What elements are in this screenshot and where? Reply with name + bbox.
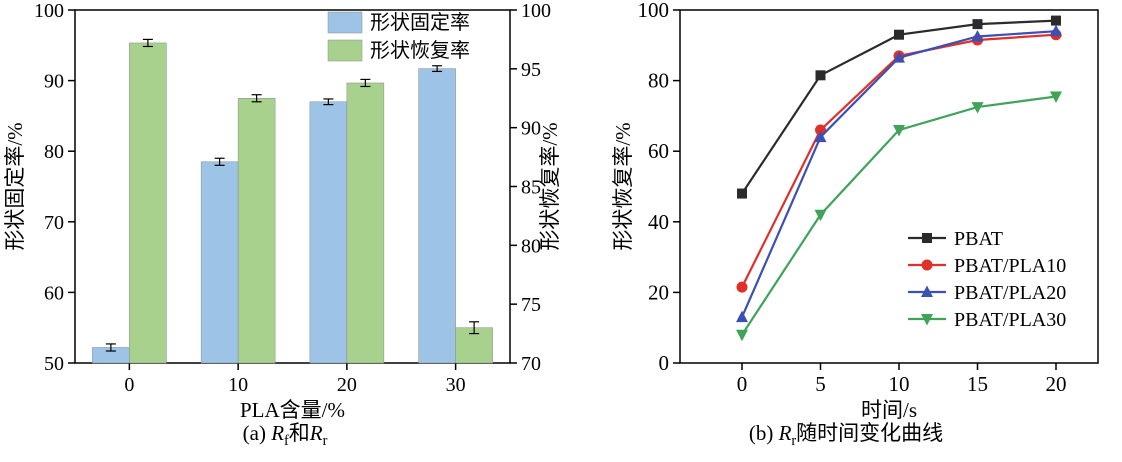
panel-a: 50 60 70 80 90 100 70 75 80 85 90 95 100 0 10 20 30 PLA含量… xyxy=(3,0,562,454)
legend-swatch-形状固定率 xyxy=(327,11,363,34)
caption-a-sub1: f xyxy=(284,433,289,450)
y-left-tick-label: 100 xyxy=(34,0,64,22)
y-tick-label: 20 xyxy=(648,280,669,304)
caption-a-var2: R xyxy=(309,421,323,445)
line-chart-recovery-vs-time: 0 20 40 60 80 100 0 5 10 15 20 时间/s 形状恢复率/% PBAT PBAT/… xyxy=(611,0,1099,420)
caption-b-var1: R xyxy=(778,421,792,445)
legend-label: PBAT xyxy=(954,228,1003,250)
y-right-tick-label: 75 xyxy=(521,294,541,316)
legend-label: PBAT/PLA20 xyxy=(954,282,1066,304)
caption-b-suffix: 随时间变化曲线 xyxy=(796,421,944,445)
legend-marker-PBAT/PLA10 xyxy=(921,259,933,271)
bar-形状恢复率-10 xyxy=(237,98,276,364)
caption-a-var1: R xyxy=(271,421,285,445)
legend-label: PBAT/PLA10 xyxy=(954,255,1066,277)
y-axis-label-b: 形状恢复率/% xyxy=(611,122,635,250)
legend-marker-PBAT xyxy=(922,233,932,243)
x-tick-label: 0 xyxy=(737,372,748,396)
y-axis-label-left: 形状固定率/% xyxy=(3,122,27,250)
caption-a: (a) Rf和Rr xyxy=(243,420,328,454)
series-marker-PBAT/PLA20 xyxy=(971,29,984,42)
x-tick-label: 30 xyxy=(446,374,466,396)
x-tick-label: 5 xyxy=(815,372,826,396)
series-marker-PBAT/PLA20 xyxy=(1050,24,1062,37)
y-right-tick-label: 90 xyxy=(521,118,541,140)
x-tick-label: 15 xyxy=(967,372,988,396)
series-marker-PBAT/PLA20 xyxy=(814,130,827,143)
series-marker-PBAT xyxy=(737,188,747,199)
caption-a-sub2: r xyxy=(322,433,328,450)
x-axis-label-b: 时间/s xyxy=(861,398,917,420)
y-tick-label: 100 xyxy=(638,0,670,22)
legend-label: 形状恢复率 xyxy=(370,39,470,62)
series-marker-PBAT/PLA30 xyxy=(736,329,748,342)
legend-marker-PBAT/PLA20 xyxy=(921,285,933,297)
y-tick-label: 0 xyxy=(659,351,670,375)
y-right-tick-label: 95 xyxy=(521,59,541,81)
y-left-tick-label: 50 xyxy=(44,353,64,375)
caption-a-joiner: 和 xyxy=(288,421,310,445)
panel-b: 0 20 40 60 80 100 0 5 10 15 20 时间/s 形状恢复率/% PBAT PBAT/… xyxy=(570,0,1122,462)
y-left-tick-label: 80 xyxy=(44,141,64,163)
bar-chart-rf-rr: 50 60 70 80 90 100 70 75 80 85 90 95 100 0 10 20 30 PLA含量… xyxy=(3,0,562,420)
x-tick-label: 20 xyxy=(337,374,357,396)
series-marker-PBAT/PLA30 xyxy=(971,102,984,114)
caption-a-prefix: (a) xyxy=(242,421,272,445)
y-tick-label: 60 xyxy=(648,139,669,163)
bar-形状固定率-30 xyxy=(418,68,456,364)
x-tick-label: 10 xyxy=(889,372,910,396)
series-marker-PBAT xyxy=(894,29,904,40)
y-right-tick-label: 100 xyxy=(521,0,551,22)
bar-形状恢复率-20 xyxy=(346,82,385,364)
legend-swatch-形状恢复率 xyxy=(327,39,363,62)
series-marker-PBAT xyxy=(815,70,826,81)
caption-b-sub1: r xyxy=(791,433,797,450)
bar-形状固定率-20 xyxy=(309,101,348,364)
bar-形状固定率-10 xyxy=(200,161,239,364)
series-marker-PBAT/PLA30 xyxy=(814,209,827,222)
y-tick-label: 80 xyxy=(648,69,669,93)
y-tick-label: 40 xyxy=(648,210,669,234)
bar-形状恢复率-0 xyxy=(129,42,167,364)
plot-frame-b xyxy=(679,9,1099,364)
y-axis-label-right: 形状恢复率/% xyxy=(538,122,562,250)
x-tick-label: 0 xyxy=(124,374,134,396)
series-line-PBAT xyxy=(741,19,1057,195)
series-marker-PBAT/PLA20 xyxy=(736,310,748,323)
x-tick-label: 10 xyxy=(228,374,248,396)
caption-b: (b) Rr随时间变化曲线 xyxy=(749,420,943,454)
y-right-tick-label: 85 xyxy=(521,177,541,199)
caption-b-prefix: (b) xyxy=(748,421,779,445)
x-axis-label-a: PLA含量/% xyxy=(240,398,345,420)
y-left-tick-label: 70 xyxy=(44,212,64,234)
legend-marker-PBAT/PLA30 xyxy=(921,314,933,326)
series-marker-PBAT xyxy=(972,19,983,30)
series-marker-PBAT/PLA30 xyxy=(893,125,905,137)
series-marker-PBAT/PLA20 xyxy=(893,51,905,63)
y-left-tick-label: 60 xyxy=(44,282,64,304)
series-marker-PBAT/PLA10 xyxy=(736,281,748,293)
series-line-PBAT/PLA10 xyxy=(741,33,1057,288)
series-marker-PBAT/PLA30 xyxy=(1050,91,1062,103)
series-marker-PBAT xyxy=(1051,15,1061,26)
y-right-tick-label: 80 xyxy=(521,235,541,257)
legend-label: 形状固定率 xyxy=(370,11,470,34)
y-left-tick-label: 90 xyxy=(44,71,64,93)
x-tick-label: 20 xyxy=(1046,372,1067,396)
y-right-tick-label: 70 xyxy=(521,353,541,375)
legend-label: PBAT/PLA30 xyxy=(954,309,1066,331)
